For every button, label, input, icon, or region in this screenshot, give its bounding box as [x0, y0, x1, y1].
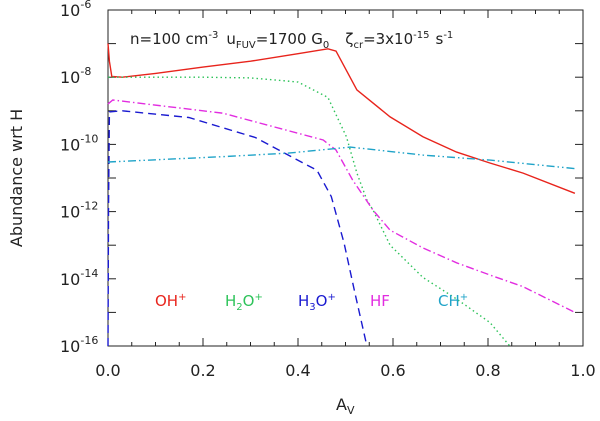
x-tick-label: 0.4 [285, 361, 310, 380]
x-axis-label: AV [336, 395, 355, 417]
legend-entry: HF [370, 292, 390, 310]
legend-entry: CH+ [438, 292, 468, 310]
y-tick-label: 10-10 [60, 132, 98, 154]
x-tick-label: 0.0 [95, 361, 120, 380]
series-line-h3o-plus [107, 110, 368, 347]
x-tick-label: 0.6 [380, 361, 405, 380]
y-tick-label: 10-12 [60, 200, 98, 222]
legend-entry: OH+ [155, 292, 186, 310]
y-tick-label: 10-14 [60, 267, 98, 289]
y-tick-label: 10-6 [60, 0, 91, 20]
x-tick-label: 1.0 [570, 361, 595, 380]
chart-title: n=100 cm-3 uFUV=1700 G0 ζcr=3x10-15 s-1 [130, 30, 453, 51]
legend-entry: H3O+ [298, 292, 336, 313]
y-tick-label: 10-8 [60, 65, 91, 87]
legend-entry: H2O+ [225, 292, 263, 313]
y-tick-label: 10-16 [60, 334, 98, 356]
x-tick-label: 0.2 [190, 361, 215, 380]
y-axis-label: Abundance wrt H [7, 109, 26, 247]
series-line-hf [107, 99, 576, 314]
series-line-ch-plus [107, 146, 575, 170]
x-tick-label: 0.8 [475, 361, 500, 380]
series-line-oh-plus [107, 43, 576, 194]
